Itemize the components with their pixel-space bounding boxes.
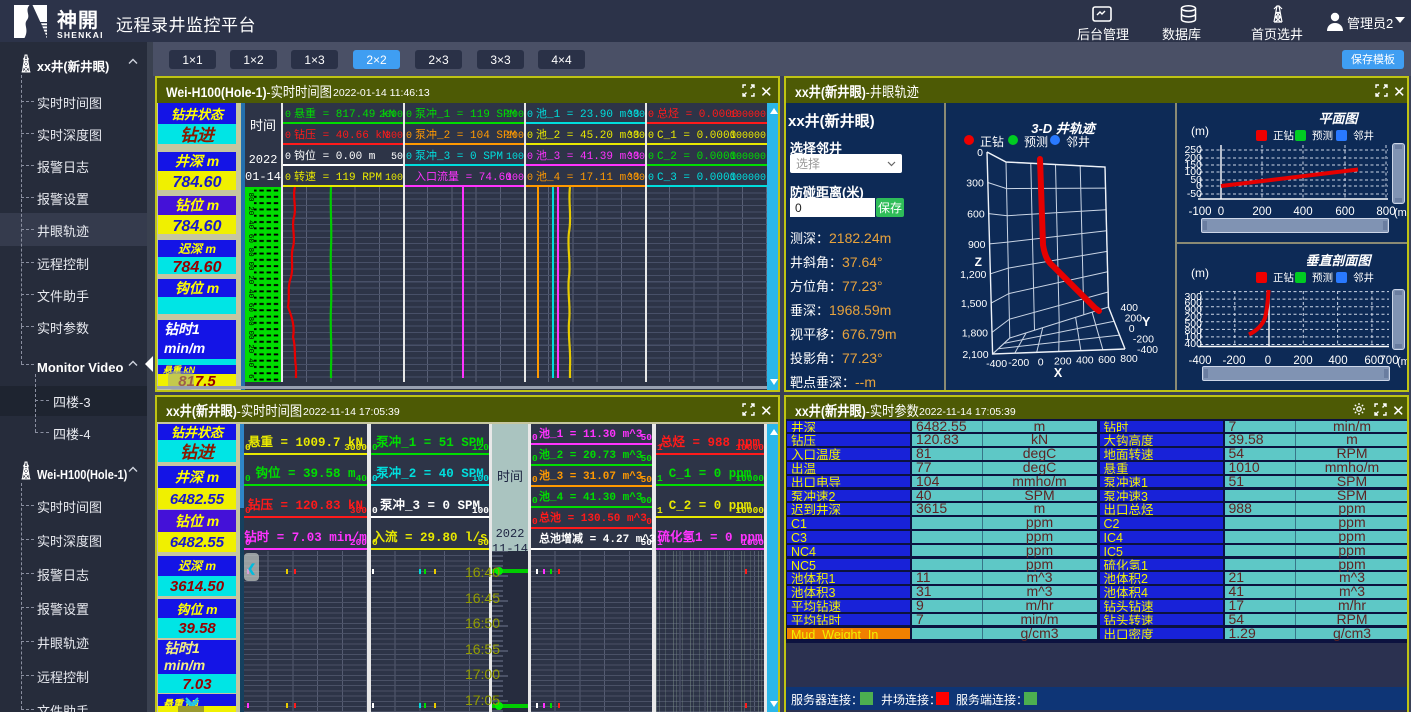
svg-text:0: 0 [977, 147, 983, 159]
svg-text:Y: Y [1142, 315, 1151, 329]
svg-text:600: 600 [967, 209, 985, 221]
svg-text:400: 400 [1121, 302, 1139, 314]
svg-text:20: 20 [246, 275, 254, 285]
svg-text:200: 200 [1125, 313, 1143, 325]
svg-text:40: 40 [246, 220, 254, 230]
svg-text:80: 80 [246, 317, 254, 327]
svg-text:80: 80 [246, 192, 254, 202]
svg-text:0: 0 [1129, 323, 1135, 335]
svg-text:X: X [1054, 366, 1063, 380]
svg-text:40: 40 [246, 289, 254, 299]
svg-text:80: 80 [246, 248, 254, 258]
svg-text:00: 00 [246, 330, 254, 340]
svg-text:-200: -200 [1133, 334, 1154, 346]
svg-text:400: 400 [1076, 355, 1094, 367]
svg-text:00: 00 [246, 261, 254, 271]
svg-text:1,200: 1,200 [960, 269, 986, 281]
svg-text:-200: -200 [1008, 357, 1029, 369]
svg-text:Z: Z [975, 255, 982, 269]
svg-text:800: 800 [1120, 353, 1138, 365]
svg-text:1,800: 1,800 [962, 327, 988, 339]
svg-text:0: 0 [1038, 356, 1044, 368]
svg-text:900: 900 [968, 239, 986, 251]
svg-text:600: 600 [1098, 354, 1116, 366]
svg-text:300: 300 [966, 178, 984, 190]
svg-text:6: 6 [246, 374, 254, 379]
svg-text:200: 200 [1054, 356, 1072, 368]
svg-text:20: 20 [246, 206, 254, 216]
svg-text:-400: -400 [986, 358, 1007, 370]
svg-text:60: 60 [246, 303, 254, 313]
svg-text:1,500: 1,500 [961, 298, 987, 310]
svg-text:40: 40 [246, 358, 254, 368]
svg-text:60: 60 [246, 234, 254, 244]
svg-text:-400: -400 [1137, 344, 1158, 356]
svg-text:20: 20 [246, 344, 254, 354]
svg-text:2,100: 2,100 [962, 349, 988, 361]
